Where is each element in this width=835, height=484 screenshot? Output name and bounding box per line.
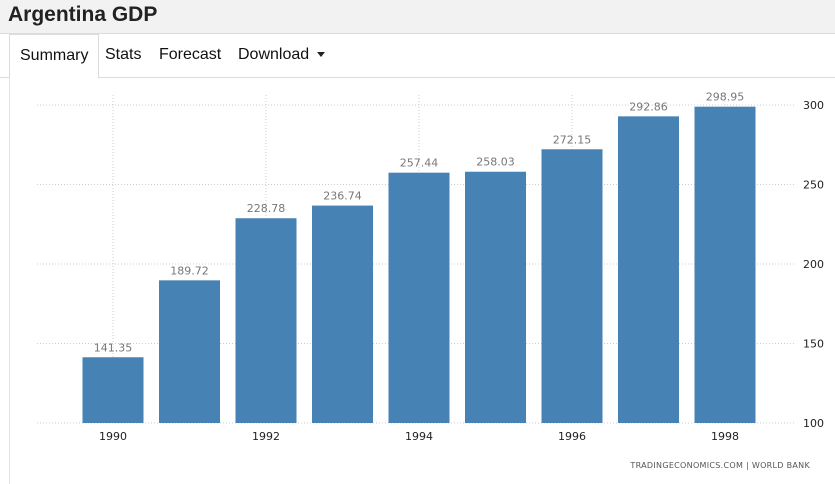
bar bbox=[618, 116, 679, 423]
data-label: 292.86 bbox=[629, 100, 668, 113]
tab-download[interactable]: Download bbox=[238, 34, 326, 78]
y-tick-label: 300 bbox=[803, 99, 824, 112]
y-tick-label: 200 bbox=[803, 258, 824, 271]
title-bar: Argentina GDP bbox=[0, 0, 835, 34]
x-tick-label: 1994 bbox=[405, 430, 433, 443]
bar bbox=[159, 280, 220, 423]
data-label: 141.35 bbox=[94, 341, 133, 354]
data-label: 258.03 bbox=[476, 156, 515, 169]
caret-down-icon bbox=[317, 52, 326, 58]
tab-stats[interactable]: Stats bbox=[105, 46, 142, 63]
y-tick-label: 250 bbox=[803, 179, 824, 192]
x-tick-label: 1990 bbox=[99, 430, 127, 443]
x-tick-label: 1998 bbox=[711, 430, 739, 443]
x-tick-label: 1992 bbox=[252, 430, 280, 443]
x-tick-label: 1996 bbox=[558, 430, 586, 443]
y-tick-label: 150 bbox=[803, 338, 824, 351]
data-label: 257.44 bbox=[400, 157, 439, 170]
bar bbox=[694, 106, 756, 424]
data-label: 189.72 bbox=[170, 264, 209, 277]
tab-forecast[interactable]: Forecast bbox=[159, 46, 222, 63]
bar bbox=[235, 218, 297, 423]
data-label: 272.15 bbox=[553, 133, 592, 146]
tab-bar: Summary Stats Forecast Download bbox=[0, 34, 835, 79]
content-border bbox=[9, 78, 10, 484]
tab-summary[interactable]: Summary bbox=[9, 34, 100, 79]
bar bbox=[465, 171, 526, 423]
bar bbox=[541, 149, 603, 423]
tab-download-label: Download bbox=[238, 46, 310, 63]
y-tick-label: 100 bbox=[803, 417, 824, 430]
page-title: Argentina GDP bbox=[8, 3, 158, 26]
bar bbox=[312, 205, 373, 423]
data-label: 228.78 bbox=[247, 202, 286, 215]
data-label: 298.95 bbox=[706, 91, 745, 104]
bar-chart: 100 150 200 250 300 141.35 1990 189.72 228.78 199… bbox=[37, 91, 824, 443]
source-credit: TRADINGECONOMICS.COM | WORLD BANK bbox=[630, 461, 810, 470]
bar bbox=[82, 357, 144, 423]
bar bbox=[388, 172, 450, 423]
data-label: 236.74 bbox=[323, 190, 362, 203]
